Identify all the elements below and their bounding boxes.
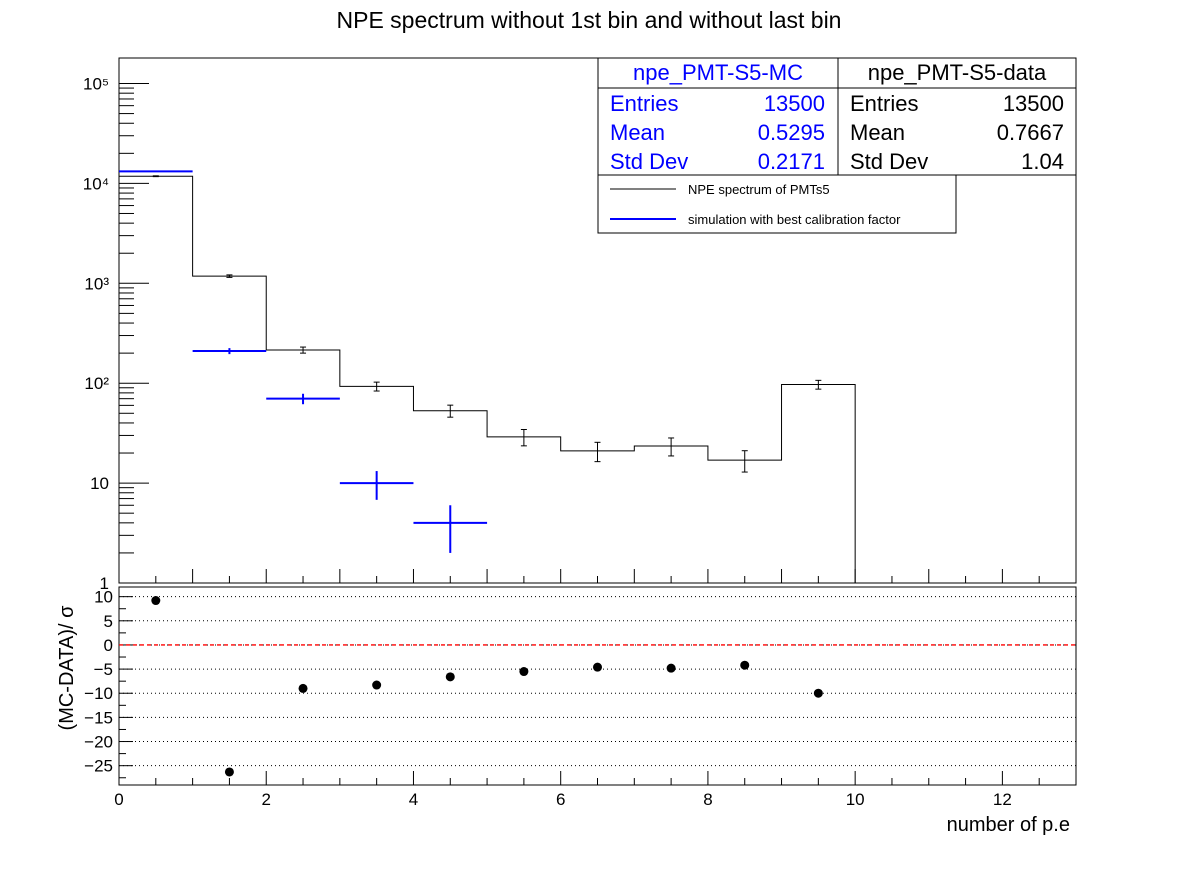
x-tick-label: 2 <box>261 790 270 809</box>
stats-data-value: 13500 <box>1003 91 1064 116</box>
stats-mc-label: Std Dev <box>610 149 688 174</box>
residual-point <box>151 596 161 606</box>
legend-label-mc: simulation with best calibration factor <box>688 212 901 227</box>
y-tick-label: −25 <box>84 757 113 776</box>
residual-point <box>813 688 823 698</box>
y-tick-label: −5 <box>94 660 113 679</box>
x-tick-label: 4 <box>409 790 418 809</box>
y-tick-label: 10 <box>90 474 109 493</box>
stats-mc-name: npe_PMT-S5-MC <box>633 60 803 85</box>
y-tick-label: 10⁴ <box>83 174 109 193</box>
top-y-axis: 1 10 10² 10³ 10⁴ 10⁵ <box>83 75 149 593</box>
y-tick-label: 10³ <box>84 274 109 293</box>
y-tick-label: 10² <box>84 374 109 393</box>
bottom-pad-frame <box>118 586 1077 786</box>
x-tick-label: 6 <box>556 790 565 809</box>
stats-data-value: 0.7667 <box>997 120 1064 145</box>
x-tick-label: 8 <box>703 790 712 809</box>
residual-point <box>298 683 308 693</box>
chart-title: NPE spectrum without 1st bin and without… <box>337 7 842 33</box>
stats-mc-value: 13500 <box>764 91 825 116</box>
legend: NPE spectrum of PMTs5 simulation with be… <box>597 174 957 234</box>
bottom-plot-area <box>119 596 1076 777</box>
y-tick-label: −20 <box>84 733 113 752</box>
residual-point <box>593 662 602 672</box>
x-tick-label: 10 <box>846 790 865 809</box>
residual-point <box>224 767 234 777</box>
y-tick-label: 5 <box>104 612 113 631</box>
legend-label-data: NPE spectrum of PMTs5 <box>688 182 830 197</box>
y-tick-label: −15 <box>84 708 113 727</box>
x-tick-label: 0 <box>114 790 123 809</box>
residual-point <box>740 660 750 670</box>
stats-box-mc: npe_PMT-S5-MC Entries 13500 Mean 0.5295 … <box>597 57 839 176</box>
residual-point <box>372 680 382 690</box>
stats-data-label: Entries <box>850 91 918 116</box>
x-tick-label: 12 <box>993 790 1012 809</box>
top-plot-area <box>118 170 856 583</box>
stats-mc-value: 0.2171 <box>758 149 825 174</box>
stats-mc-label: Entries <box>610 91 678 116</box>
stats-data-label: Std Dev <box>850 149 928 174</box>
stats-data-label: Mean <box>850 120 905 145</box>
stats-mc-value: 0.5295 <box>758 120 825 145</box>
bottom-grid <box>119 596 1076 767</box>
y-tick-label: 1 <box>100 574 109 593</box>
residual-point <box>445 672 455 682</box>
residual-point <box>519 667 529 677</box>
stats-data-value: 1.04 <box>1021 149 1064 174</box>
top-x-axis <box>118 569 1077 583</box>
stats-box-data: npe_PMT-S5-data Entries 13500 Mean 0.766… <box>837 57 1077 176</box>
x-axis-label: number of p.e <box>947 814 1070 836</box>
stats-data-name: npe_PMT-S5-data <box>868 60 1047 85</box>
y-tick-label: −10 <box>84 684 113 703</box>
y-tick-label: 10⁵ <box>83 75 109 94</box>
y-tick-label: 10 <box>94 588 113 607</box>
y-tick-label: 0 <box>104 636 113 655</box>
stats-mc-label: Mean <box>610 120 665 145</box>
bottom-y-axis-label: (MC-DATA)/ σ <box>56 605 78 731</box>
residual-point <box>666 663 676 673</box>
